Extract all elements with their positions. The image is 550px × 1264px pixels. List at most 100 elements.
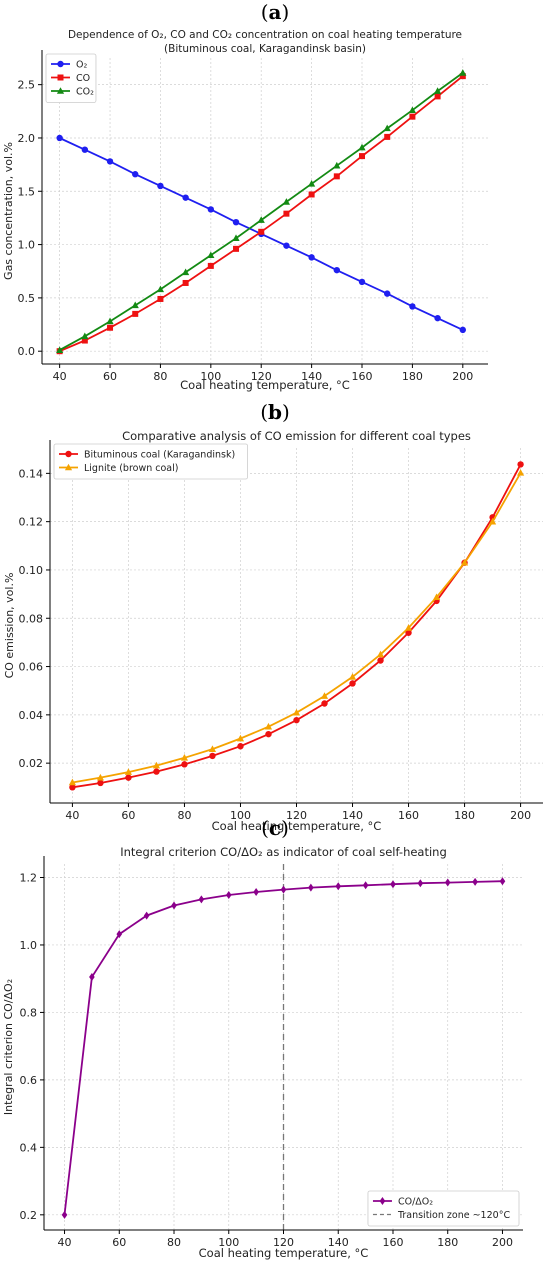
y-axis-label: Integral criterion CO/ΔO₂ <box>2 979 15 1115</box>
data-point <box>404 624 413 631</box>
legend-item: CO₂ <box>51 87 94 98</box>
data-point <box>207 206 215 213</box>
y-tick-label: 0.12 <box>19 516 44 529</box>
data-point <box>405 629 412 636</box>
data-point <box>516 469 525 476</box>
data-point <box>349 680 356 687</box>
data-point <box>348 673 357 680</box>
x-tick-label: 80 <box>153 370 167 383</box>
series-1 <box>68 469 525 786</box>
chart-gas-concentration: Dependence of O₂, CO and CO₂ concentrati… <box>2 29 488 392</box>
data-point <box>434 87 442 94</box>
data-point <box>377 657 384 664</box>
data-point <box>409 113 416 120</box>
data-point <box>320 692 329 699</box>
x-tick-label: 200 <box>510 809 531 822</box>
data-point <box>472 877 478 886</box>
y-tick-label: 0.02 <box>19 757 44 770</box>
legend-item: CO/ΔO₂ <box>372 1197 433 1208</box>
legend-item: CO <box>51 73 90 84</box>
x-tick-label: 180 <box>402 370 423 383</box>
y-tick-label: 0.10 <box>19 564 44 577</box>
data-point <box>232 234 240 241</box>
data-point <box>335 882 342 891</box>
x-tick-label: 200 <box>452 370 473 383</box>
data-point <box>106 158 114 165</box>
data-point <box>209 752 216 760</box>
data-point <box>282 198 291 205</box>
data-point <box>459 326 467 334</box>
data-point <box>153 768 160 775</box>
legend-box <box>367 1190 520 1227</box>
data-point <box>236 734 245 742</box>
x-tick-label: 80 <box>177 809 191 822</box>
data-point <box>384 133 391 140</box>
data-point <box>171 901 177 910</box>
legend-label: CO <box>76 73 90 84</box>
legend-marker <box>56 87 65 94</box>
data-point <box>376 650 385 658</box>
x-tick-label: 140 <box>328 1236 349 1249</box>
y-tick-label: 1.0 <box>18 239 36 252</box>
data-point <box>81 332 89 340</box>
data-point <box>333 161 341 169</box>
data-point <box>207 251 215 259</box>
y-tick-label: 0.08 <box>19 612 44 625</box>
data-point <box>156 285 165 293</box>
chart-title: Dependence of O₂, CO and CO₂ concentrati… <box>68 29 462 41</box>
data-point <box>333 173 340 180</box>
x-tick-label: 120 <box>273 1236 294 1249</box>
data-point <box>152 761 161 769</box>
series-0 <box>69 461 524 791</box>
y-axis-label: CO emission, vol.% <box>3 573 16 679</box>
data-point <box>308 191 315 198</box>
legend-marker <box>379 1197 386 1205</box>
data-point <box>182 279 189 286</box>
chart-integral-criterion: Integral criterion CO/ΔO₂ as indicator o… <box>2 845 523 1260</box>
x-tick-label: 60 <box>121 809 135 822</box>
data-point <box>308 883 314 892</box>
data-point <box>383 124 391 132</box>
series-2 <box>56 69 467 353</box>
data-point <box>124 768 133 775</box>
y-tick-label: 0.4 <box>20 1141 38 1154</box>
x-axis-label: Coal heating temperature, °C <box>199 1246 369 1260</box>
data-point <box>283 242 290 249</box>
legend: O₂ CO CO₂ <box>45 53 97 103</box>
legend-item: Bituminous coal (Karagandinsk) <box>59 450 235 461</box>
data-point <box>106 317 114 325</box>
data-point <box>292 708 301 716</box>
y-tick-label: 2.5 <box>18 79 36 92</box>
x-tick-label: 60 <box>103 370 117 383</box>
x-tick-label: 100 <box>230 809 251 822</box>
data-point <box>444 878 451 887</box>
panel-c-label: (c) <box>261 816 289 840</box>
data-point <box>81 146 89 153</box>
grid <box>50 448 543 803</box>
data-point <box>207 262 214 269</box>
data-point <box>408 106 417 114</box>
x-axis-label: Coal heating temperature, °C <box>180 378 350 392</box>
x-axis-label: Coal heating temperature, °C <box>212 819 382 833</box>
y-tick-label: 1.0 <box>20 939 38 952</box>
legend-item: Transition zone ~120°C <box>372 1210 510 1221</box>
x-tick-label: 120 <box>251 370 272 383</box>
data-point <box>488 517 497 525</box>
panel-c-letter: c <box>268 816 282 840</box>
data-point <box>132 310 139 317</box>
chart-co-emission: Comparative analysis of CO emission for … <box>3 429 543 833</box>
y-tick-label: 0.8 <box>20 1006 38 1019</box>
data-point <box>434 93 441 100</box>
y-tick-label: 1.2 <box>20 871 38 884</box>
legend-item: Lignite (brown coal) <box>59 463 178 474</box>
data-point <box>233 245 240 252</box>
panel-b-letter: b <box>268 400 282 424</box>
legend-label: CO/ΔO₂ <box>398 1197 433 1208</box>
legend-label: CO₂ <box>76 87 94 98</box>
data-point <box>182 268 190 276</box>
data-point <box>409 303 416 310</box>
data-point <box>517 461 524 468</box>
data-point <box>143 911 150 920</box>
data-point <box>459 69 467 76</box>
data-point <box>434 314 441 322</box>
